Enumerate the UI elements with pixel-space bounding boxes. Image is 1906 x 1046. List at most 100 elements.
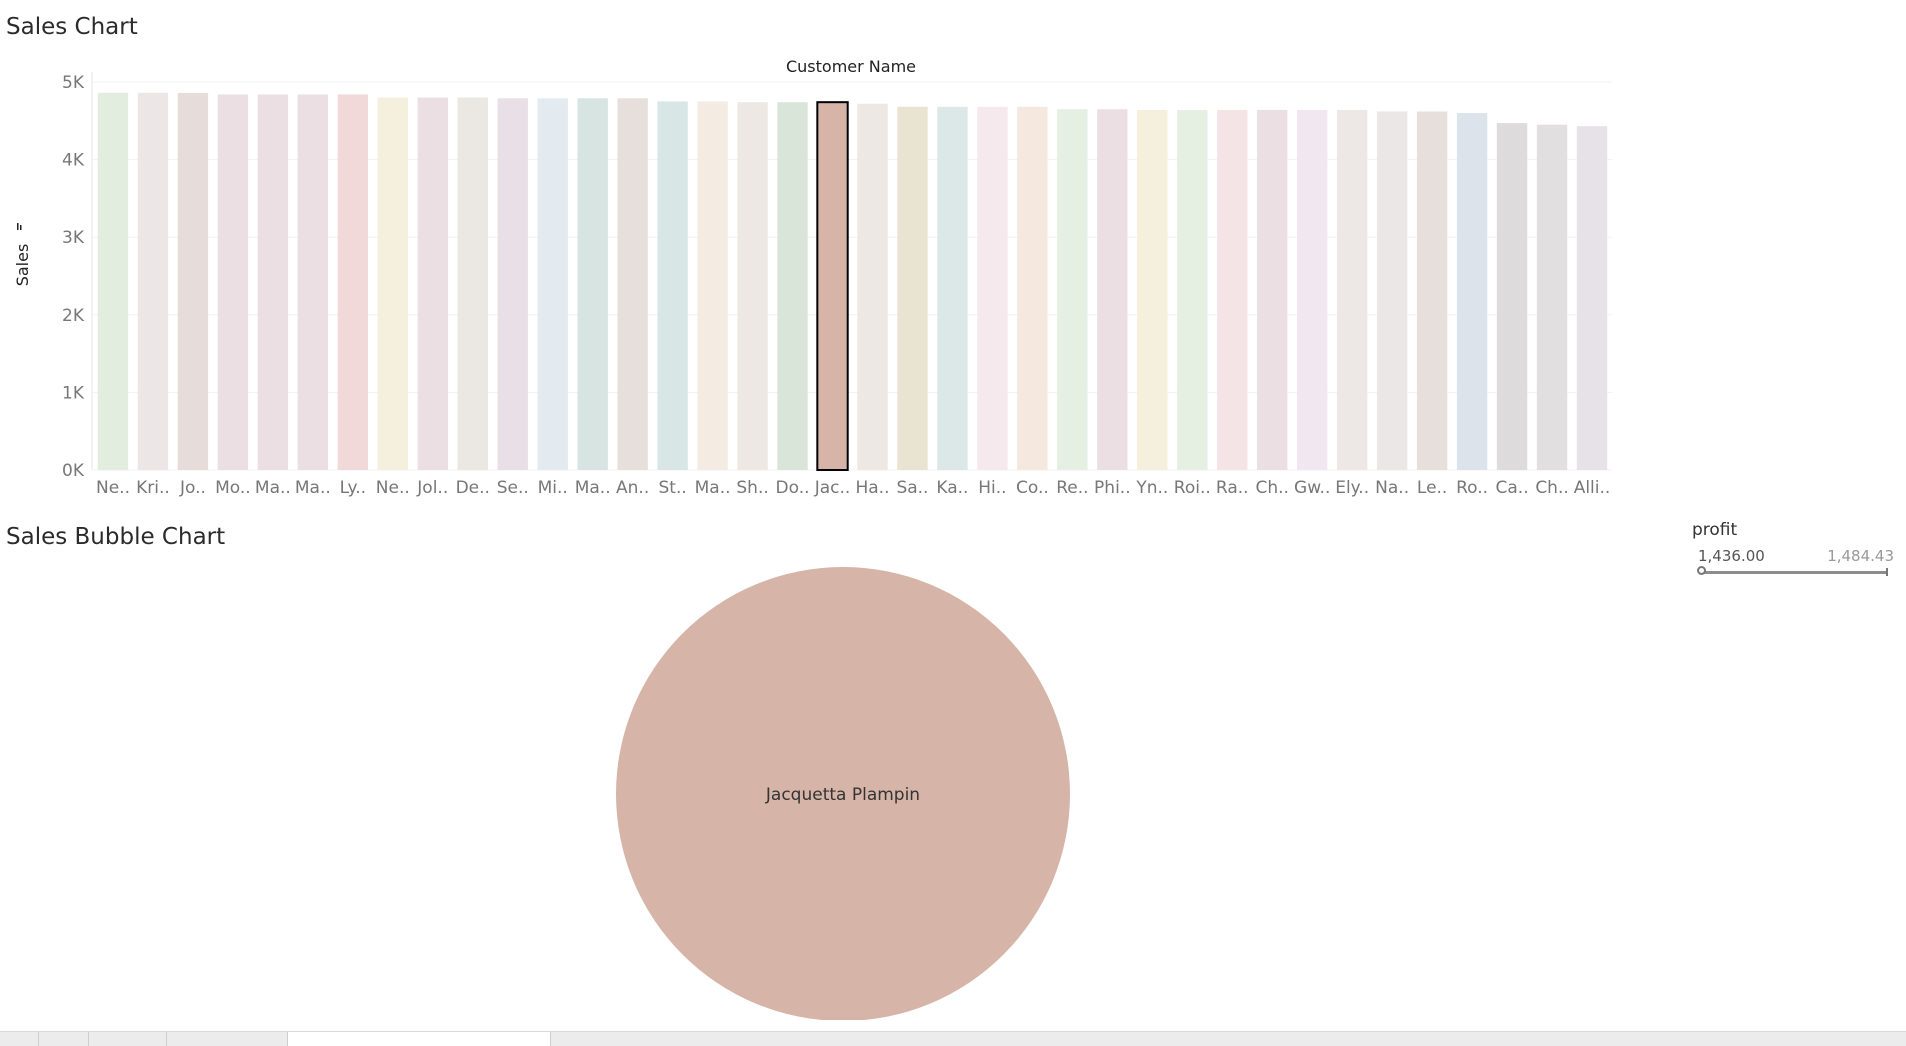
bar[interactable] [737, 102, 768, 470]
bar[interactable] [1536, 124, 1568, 471]
profit-filter-min[interactable]: 1,436.00 [1698, 547, 1765, 565]
y-axis-title: Sales [13, 244, 32, 287]
x-tick-label: Ch.. [1535, 478, 1568, 498]
x-tick-label: Alli.. [1574, 478, 1611, 498]
profit-filter-max[interactable]: 1,484.43 [1827, 547, 1894, 565]
x-tick-label: Ely.. [1335, 478, 1369, 498]
x-tick-label: Ly.. [340, 478, 366, 498]
bar[interactable] [577, 98, 608, 470]
y-tick-label: 5K [62, 73, 85, 93]
sales-bubble-chart: Jacquetta Plampin [616, 567, 1070, 1020]
bar[interactable] [137, 92, 169, 470]
y-tick-label: 0K [62, 461, 85, 481]
profit-slider-handle[interactable] [1697, 566, 1706, 575]
x-tick-label: Ca.. [1496, 478, 1529, 498]
bar[interactable] [1057, 109, 1088, 470]
bubble-jacquetta-plampin[interactable] [616, 567, 1070, 1020]
x-tick-label: Ma.. [255, 478, 291, 498]
bar[interactable] [897, 106, 928, 470]
bar[interactable] [937, 106, 968, 470]
x-tick-label: Ka.. [936, 478, 968, 498]
sheet-tab-bar [0, 1031, 1906, 1046]
bar[interactable] [857, 103, 888, 470]
x-tick-label: De.. [456, 478, 490, 498]
bar[interactable] [657, 101, 688, 471]
x-tick-label: Se.. [497, 478, 529, 498]
sales-bar-chart: Customer Name Sales 0K 1K 2K 3K 4K 5K Ne.. Kri… [13, 57, 1612, 498]
sheet-tab[interactable] [39, 1032, 89, 1046]
bar[interactable] [377, 97, 408, 470]
x-tick-label: Sa.. [896, 478, 928, 498]
y-axis-ticks: 0K 1K 2K 3K 4K 5K [62, 73, 85, 481]
sheet-tab[interactable] [0, 1032, 39, 1046]
bar[interactable] [1217, 109, 1248, 470]
x-tick-label: An.. [616, 478, 649, 498]
y-tick-label: 1K [62, 383, 85, 403]
bar[interactable] [1416, 111, 1448, 470]
x-tick-label: Ne.. [376, 478, 410, 498]
x-tick-label: Mi.. [538, 478, 568, 498]
sheet-tab[interactable] [167, 1032, 288, 1046]
bar[interactable] [1137, 109, 1168, 470]
x-tick-label: St.. [658, 478, 686, 498]
x-tick-label: Jac.. [814, 478, 851, 498]
x-tick-label: Ma.. [295, 478, 331, 498]
bar[interactable] [1496, 123, 1528, 471]
x-tick-label: Ch.. [1255, 478, 1288, 498]
x-tick-label: Ra.. [1216, 478, 1249, 498]
x-tick-label: Le.. [1417, 478, 1447, 498]
profit-slider-end[interactable] [1886, 568, 1888, 576]
y-tick-label: 2K [62, 306, 85, 326]
bar[interactable] [1336, 109, 1368, 470]
bars [97, 92, 1608, 472]
bar[interactable] [337, 94, 369, 470]
y-tick-label: 4K [62, 151, 85, 171]
x-tick-label: Ma.. [575, 478, 611, 498]
sort-icon[interactable] [17, 223, 22, 230]
x-tick-label: Ro.. [1456, 478, 1488, 498]
bar[interactable] [497, 98, 528, 470]
bar[interactable] [1576, 126, 1608, 471]
profit-slider-track[interactable] [1700, 571, 1886, 574]
sheet-tab-active[interactable] [288, 1032, 551, 1046]
bar[interactable] [177, 92, 209, 470]
bar[interactable] [97, 92, 129, 470]
bubble-label: Jacquetta Plampin [765, 785, 920, 805]
bar[interactable] [1017, 106, 1048, 470]
sales-chart-title: Sales Chart [6, 14, 138, 40]
bar[interactable] [1376, 111, 1408, 470]
x-tick-label: Re.. [1056, 478, 1088, 498]
x-tick-label: Yn.. [1135, 478, 1168, 498]
x-tick-label: Do.. [776, 478, 810, 498]
bar[interactable] [457, 97, 488, 470]
bar[interactable] [777, 102, 808, 470]
bubble-chart-title: Sales Bubble Chart [6, 524, 226, 550]
bar[interactable] [816, 101, 849, 472]
x-tick-label: Mo.. [215, 478, 251, 498]
bar[interactable] [537, 98, 568, 470]
bar[interactable] [617, 98, 648, 470]
profit-filter-title: profit [1692, 520, 1738, 540]
x-axis-ticks: Ne.. Kri.. Jo.. Mo.. Ma.. Ma.. Ly.. Ne.. Jol.. De… [96, 478, 1610, 498]
bar[interactable] [977, 106, 1008, 470]
x-tick-label: Gw.. [1294, 478, 1330, 498]
x-tick-label: Jol.. [416, 478, 448, 498]
bar[interactable] [1177, 109, 1208, 470]
bar[interactable] [1456, 113, 1488, 470]
bar[interactable] [697, 101, 728, 471]
bar[interactable] [257, 94, 289, 470]
sheet-tab[interactable] [89, 1032, 167, 1046]
x-tick-label: Na.. [1375, 478, 1409, 498]
bar[interactable] [217, 94, 249, 470]
profit-filter: profit 1,436.00 1,484.43 [1692, 520, 1894, 576]
x-tick-label: Co.. [1016, 478, 1049, 498]
bar[interactable] [1257, 109, 1288, 470]
bar[interactable] [417, 97, 448, 470]
bar[interactable] [1297, 109, 1328, 470]
profit-filter-values: 1,436.00 1,484.43 [1692, 544, 1894, 566]
bar[interactable] [297, 94, 329, 470]
x-tick-label: Roi.. [1174, 478, 1211, 498]
bar[interactable] [1097, 109, 1128, 470]
x-tick-label: Jo.. [179, 478, 206, 498]
x-tick-label: Kri.. [136, 478, 170, 498]
